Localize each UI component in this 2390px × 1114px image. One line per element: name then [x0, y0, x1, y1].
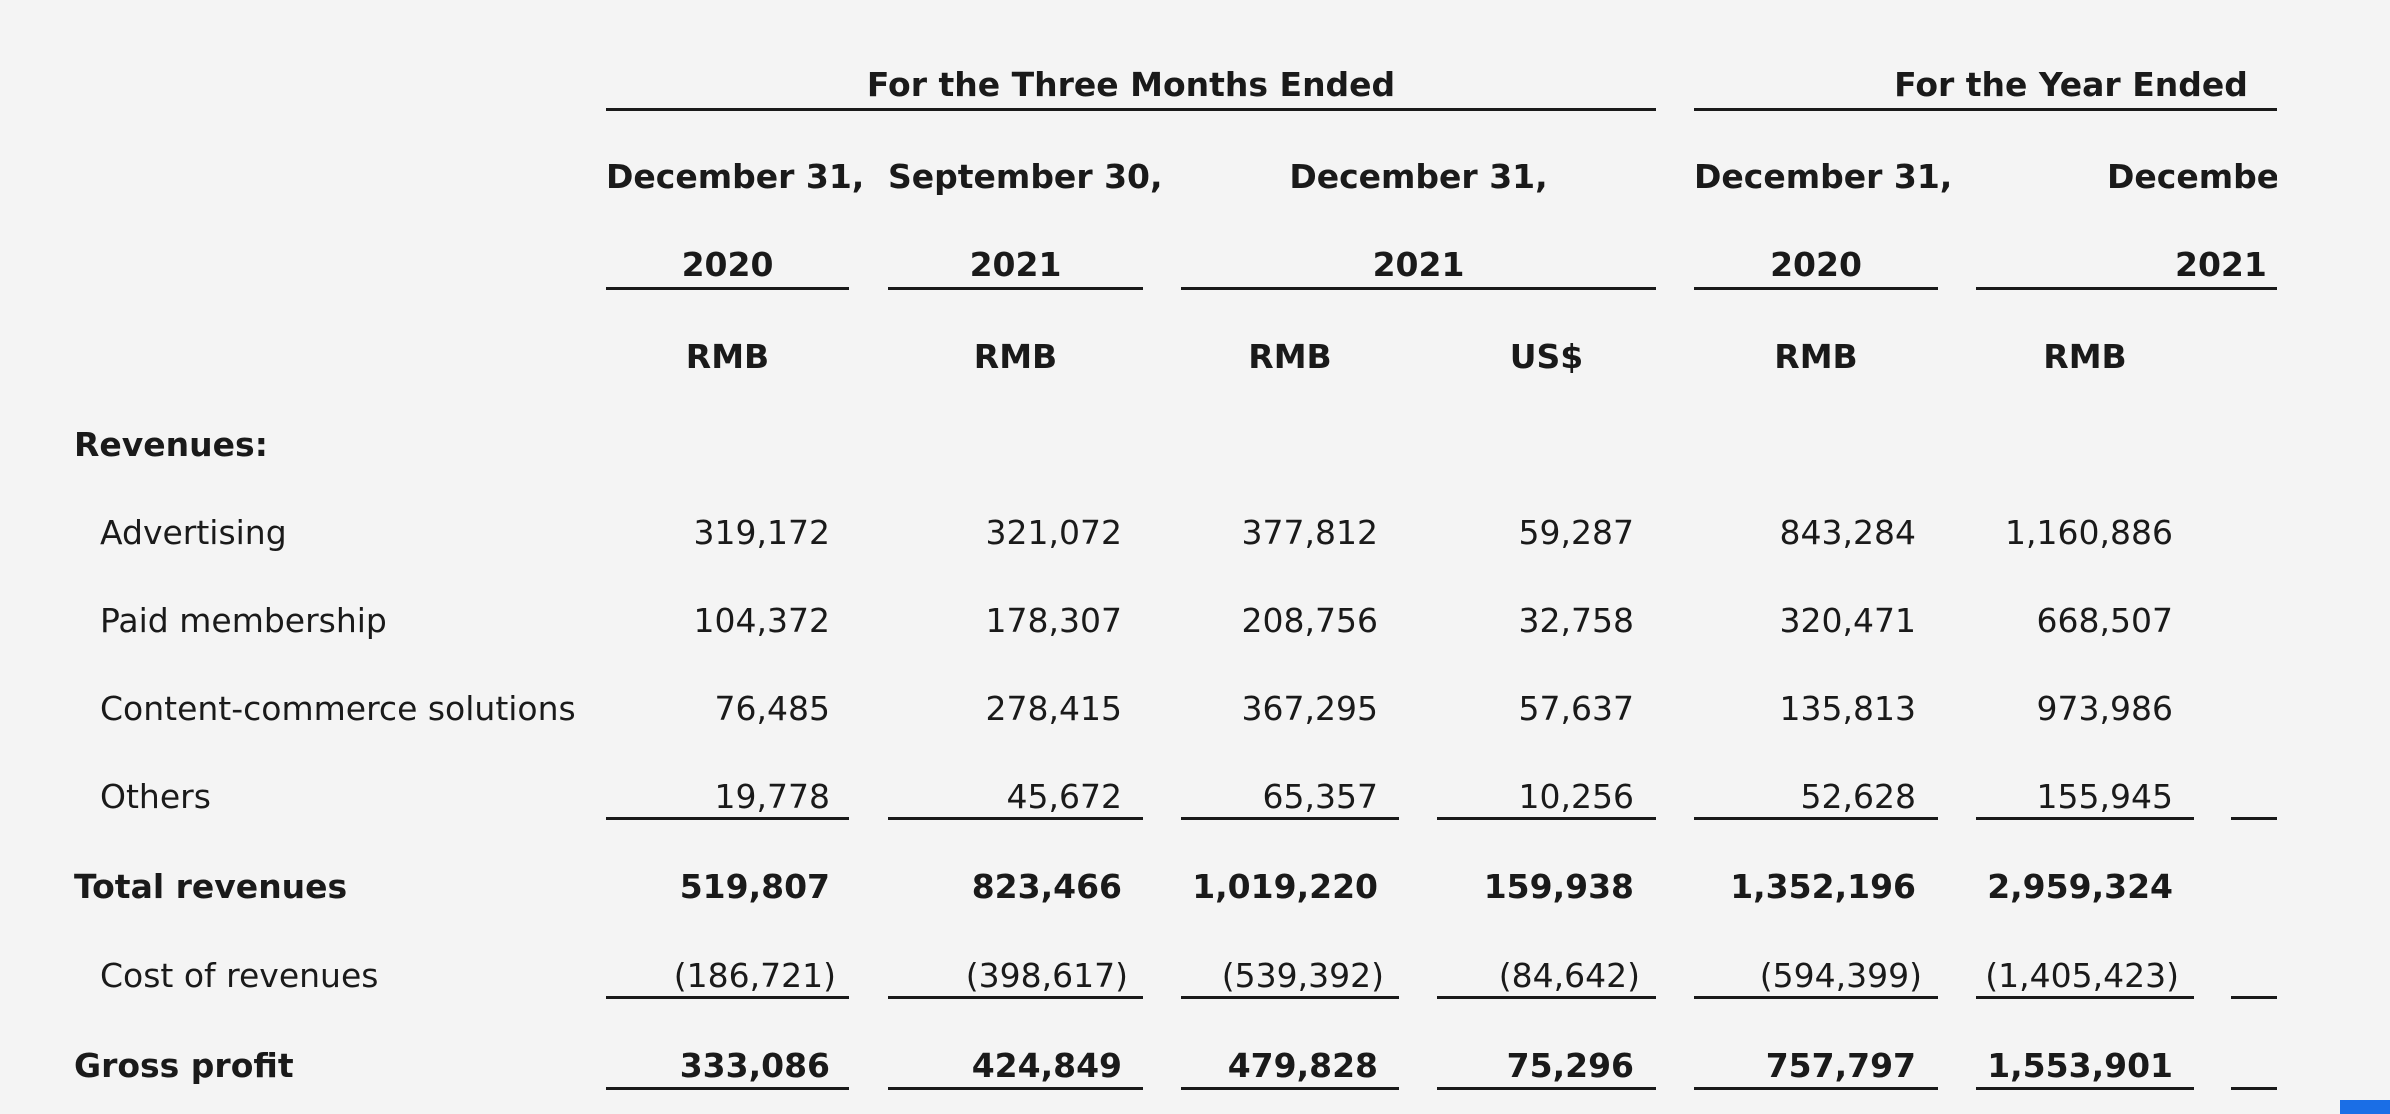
table-cell: 75,296 — [1506, 1046, 1634, 1085]
date-col4-line2: 2020 — [1770, 245, 1862, 284]
table-cell: 159,938 — [1483, 867, 1634, 906]
table-cell: 45,672 — [1006, 777, 1122, 816]
row-label-gross-profit: Gross profit — [74, 1046, 294, 1085]
row-underline — [606, 817, 849, 820]
row-underline — [1976, 1087, 2194, 1090]
table-cell: 377,812 — [1241, 513, 1378, 552]
date-col1-line1: December 31, — [606, 157, 865, 196]
table-cell: 65,357 — [1262, 777, 1378, 816]
row-underline — [888, 1087, 1143, 1090]
date-col5-line2: 2021 — [2175, 245, 2267, 284]
crop-edge — [2277, 0, 2390, 1114]
rule-date-col2 — [888, 287, 1143, 290]
row-underline — [1694, 817, 1938, 820]
table-cell: 479,828 — [1227, 1046, 1378, 1085]
row-label-paid-membership: Paid membership — [100, 601, 387, 640]
row-label-total-revenues: Total revenues — [74, 867, 348, 906]
currency-col5: RMB — [1774, 337, 1858, 376]
row-underline — [888, 817, 1143, 820]
table-cell: 319,172 — [693, 513, 830, 552]
row-underline — [1437, 817, 1656, 820]
date-col3-line1: December 31, — [1289, 157, 1548, 196]
table-cell: 155,945 — [2036, 777, 2173, 816]
table-cell: (594,399) — [1759, 956, 1922, 995]
date-col4-line1: December 31, — [1694, 157, 1953, 196]
table-cell: 19,778 — [714, 777, 830, 816]
rule-offscreen-gross — [2231, 1087, 2277, 1090]
table-cell: 973,986 — [2036, 689, 2173, 728]
table-cell: 57,637 — [1518, 689, 1634, 728]
table-cell: 135,813 — [1779, 689, 1916, 728]
row-underline — [1437, 1087, 1656, 1090]
table-cell: 104,372 — [693, 601, 830, 640]
row-label-content-commerce: Content-commerce solutions — [100, 689, 576, 728]
table-cell: 1,160,886 — [2005, 513, 2173, 552]
row-underline — [606, 996, 849, 999]
table-cell: 1,019,220 — [1192, 867, 1378, 906]
table-cell: 519,807 — [679, 867, 830, 906]
table-cell: 1,553,901 — [1987, 1046, 2173, 1085]
currency-col1: RMB — [685, 337, 770, 376]
row-underline — [1976, 996, 2194, 999]
table-cell: 2,959,324 — [1987, 867, 2173, 906]
table-cell: 668,507 — [2036, 601, 2173, 640]
table-cell: 10,256 — [1518, 777, 1634, 816]
table-cell: 843,284 — [1779, 513, 1916, 552]
header-year: For the Year Ended — [1894, 65, 2248, 104]
row-underline — [1694, 1087, 1938, 1090]
table-cell: 278,415 — [985, 689, 1122, 728]
table-cell: 321,072 — [985, 513, 1122, 552]
rule-group-three-months — [606, 108, 1656, 111]
table-cell: 178,307 — [985, 601, 1122, 640]
row-underline — [1181, 817, 1399, 820]
rule-group-year — [1694, 108, 2277, 111]
table-cell: 52,628 — [1800, 777, 1916, 816]
table-cell: 320,471 — [1779, 601, 1916, 640]
floating-widget-corner[interactable] — [2340, 1100, 2390, 1114]
row-label-cost-of-revenues: Cost of revenues — [100, 956, 379, 995]
table-cell: 1,352,196 — [1730, 867, 1916, 906]
row-underline — [1181, 1087, 1399, 1090]
date-col2-line2: 2021 — [969, 245, 1062, 284]
rule-date-col3 — [1181, 287, 1656, 290]
row-underline — [1976, 817, 2194, 820]
table-cell: (186,721) — [673, 956, 836, 995]
currency-col4: US$ — [1509, 337, 1584, 376]
currency-col6: RMB — [2043, 337, 2127, 376]
table-cell: 76,485 — [714, 689, 830, 728]
date-col2-line1: September 30, — [888, 157, 1163, 196]
currency-col2: RMB — [973, 337, 1058, 376]
date-col3-line2: 2021 — [1372, 245, 1465, 284]
rule-date-col4 — [1694, 287, 1938, 290]
row-underline — [606, 1087, 849, 1090]
table-cell: 823,466 — [971, 867, 1122, 906]
row-label-advertising: Advertising — [100, 513, 287, 552]
rule-date-col1 — [606, 287, 849, 290]
rule-offscreen-cost — [2231, 996, 2277, 999]
table-cell: 208,756 — [1241, 601, 1378, 640]
row-label-others: Others — [100, 777, 211, 816]
rule-offscreen-others — [2231, 817, 2277, 820]
currency-col3: RMB — [1248, 337, 1332, 376]
row-underline — [1181, 996, 1399, 999]
rule-date-col5 — [1976, 287, 2277, 290]
table-cell: (84,642) — [1498, 956, 1640, 995]
header-three-months: For the Three Months Ended — [866, 65, 1396, 104]
row-underline — [888, 996, 1143, 999]
table-cell: 757,797 — [1765, 1046, 1916, 1085]
table-cell: 367,295 — [1241, 689, 1378, 728]
date-col1-line2: 2020 — [681, 245, 774, 284]
table-cell: 424,849 — [971, 1046, 1122, 1085]
table-cell: 32,758 — [1518, 601, 1634, 640]
row-underline — [1694, 996, 1938, 999]
table-cell: (398,617) — [965, 956, 1128, 995]
row-underline — [1437, 996, 1656, 999]
table-cell: 59,287 — [1518, 513, 1634, 552]
table-cell: (1,405,423) — [1985, 956, 2179, 995]
table-cell: 333,086 — [679, 1046, 830, 1085]
row-label-revenues: Revenues: — [74, 425, 268, 464]
table-cell: (539,392) — [1221, 956, 1384, 995]
